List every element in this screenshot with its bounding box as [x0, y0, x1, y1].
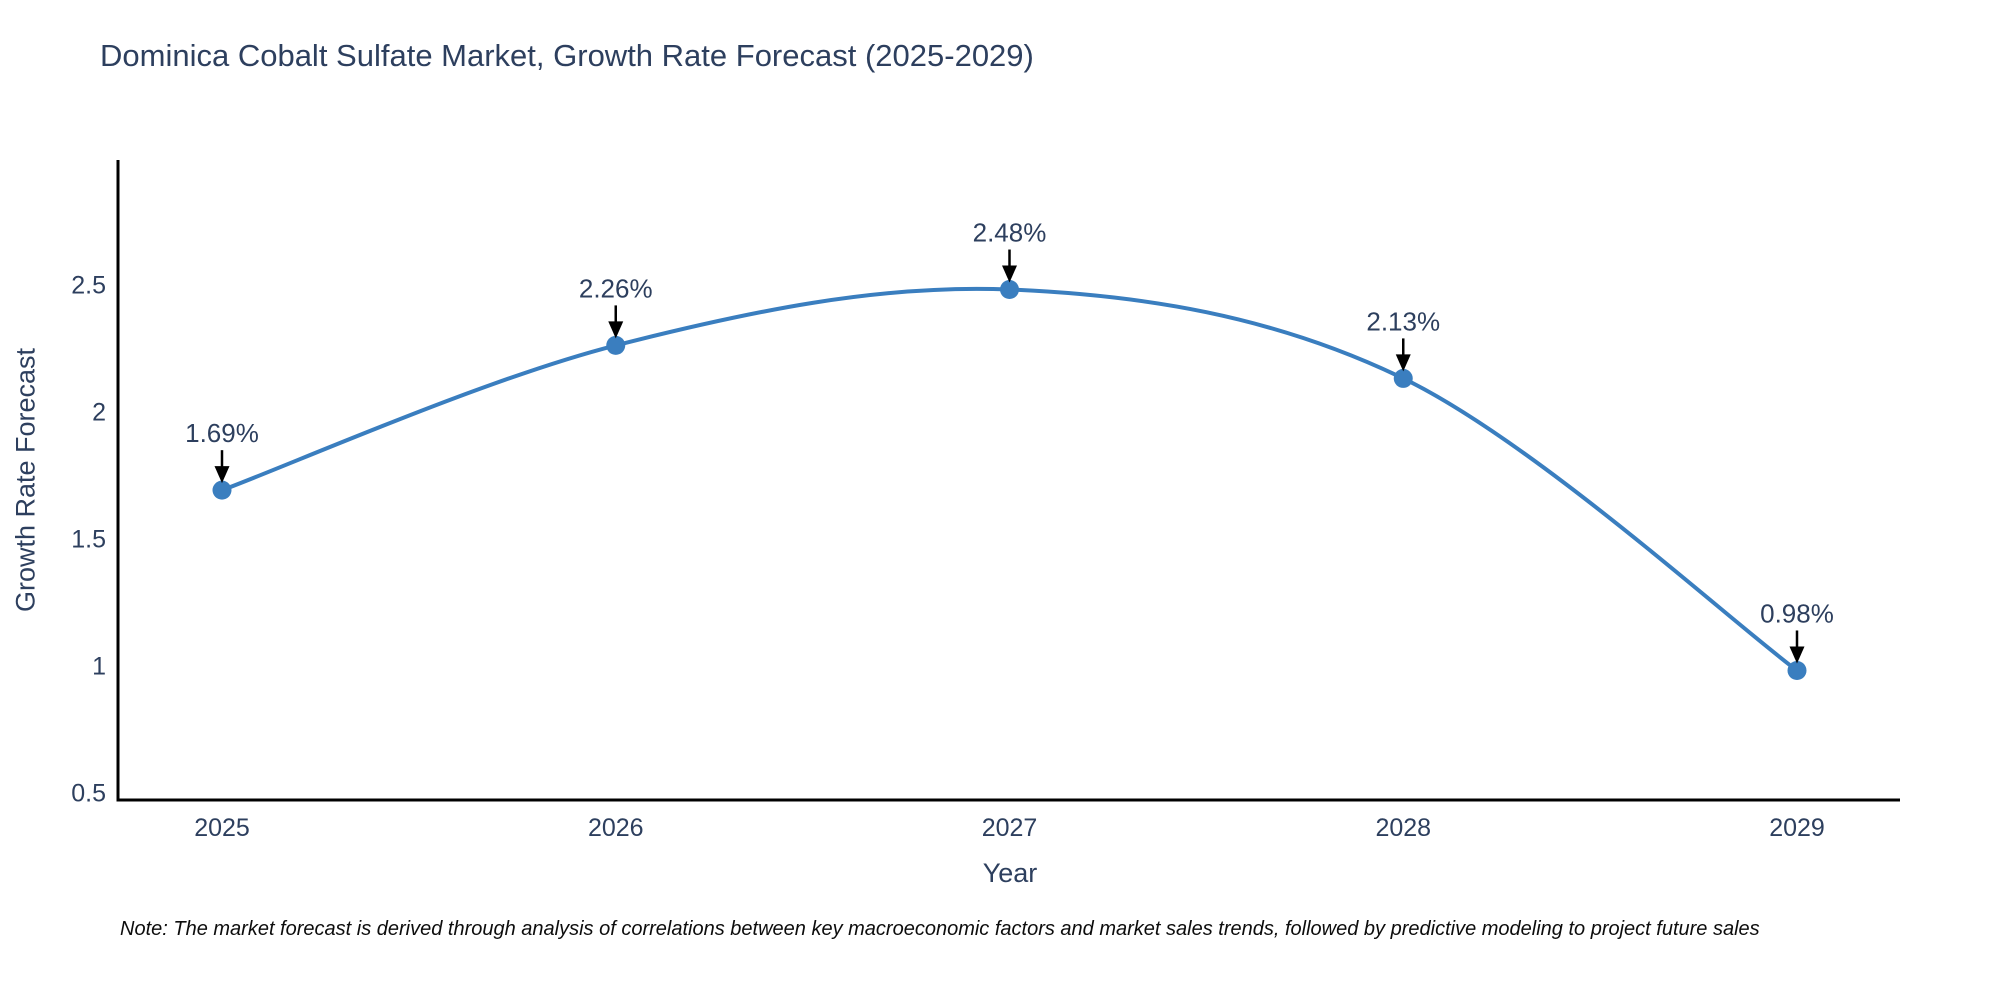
x-tick-label: 2029 [1769, 814, 1825, 842]
point-label: 1.69% [185, 418, 259, 448]
data-point-marker [1787, 660, 1807, 680]
point-label: 0.98% [1760, 598, 1834, 628]
data-point-marker [212, 480, 232, 500]
x-tick-label: 2025 [194, 814, 250, 842]
point-label: 2.13% [1366, 306, 1440, 336]
x-tick-label: 2028 [1375, 814, 1431, 842]
y-tick-label: 1 [92, 652, 106, 680]
data-point-marker [1000, 280, 1019, 300]
y-tick-label: 1.5 [71, 525, 106, 553]
series-line [220, 286, 1799, 673]
point-label: 2.26% [579, 273, 653, 303]
data-point-marker [606, 335, 626, 355]
annotation-arrowhead [608, 321, 624, 339]
x-tick-label: 2026 [588, 814, 644, 842]
annotation-arrowhead [1395, 354, 1411, 372]
data-point-marker [1393, 368, 1413, 388]
x-axis-title: Year [982, 858, 1038, 888]
annotation-arrowhead [1789, 646, 1805, 664]
chart-title: Dominica Cobalt Sulfate Market, Growth R… [100, 38, 1034, 73]
annotation-arrowhead [1002, 265, 1017, 283]
y-tick-label: 2 [92, 398, 106, 426]
y-tick-label: 0.5 [71, 779, 106, 807]
point-label: 2.48% [973, 218, 1047, 248]
y-tick-label: 2.5 [71, 271, 106, 299]
annotation-arrowhead [214, 466, 230, 484]
footnote: Note: The market forecast is derived thr… [120, 918, 1760, 940]
x-tick-label: 2027 [982, 814, 1038, 842]
